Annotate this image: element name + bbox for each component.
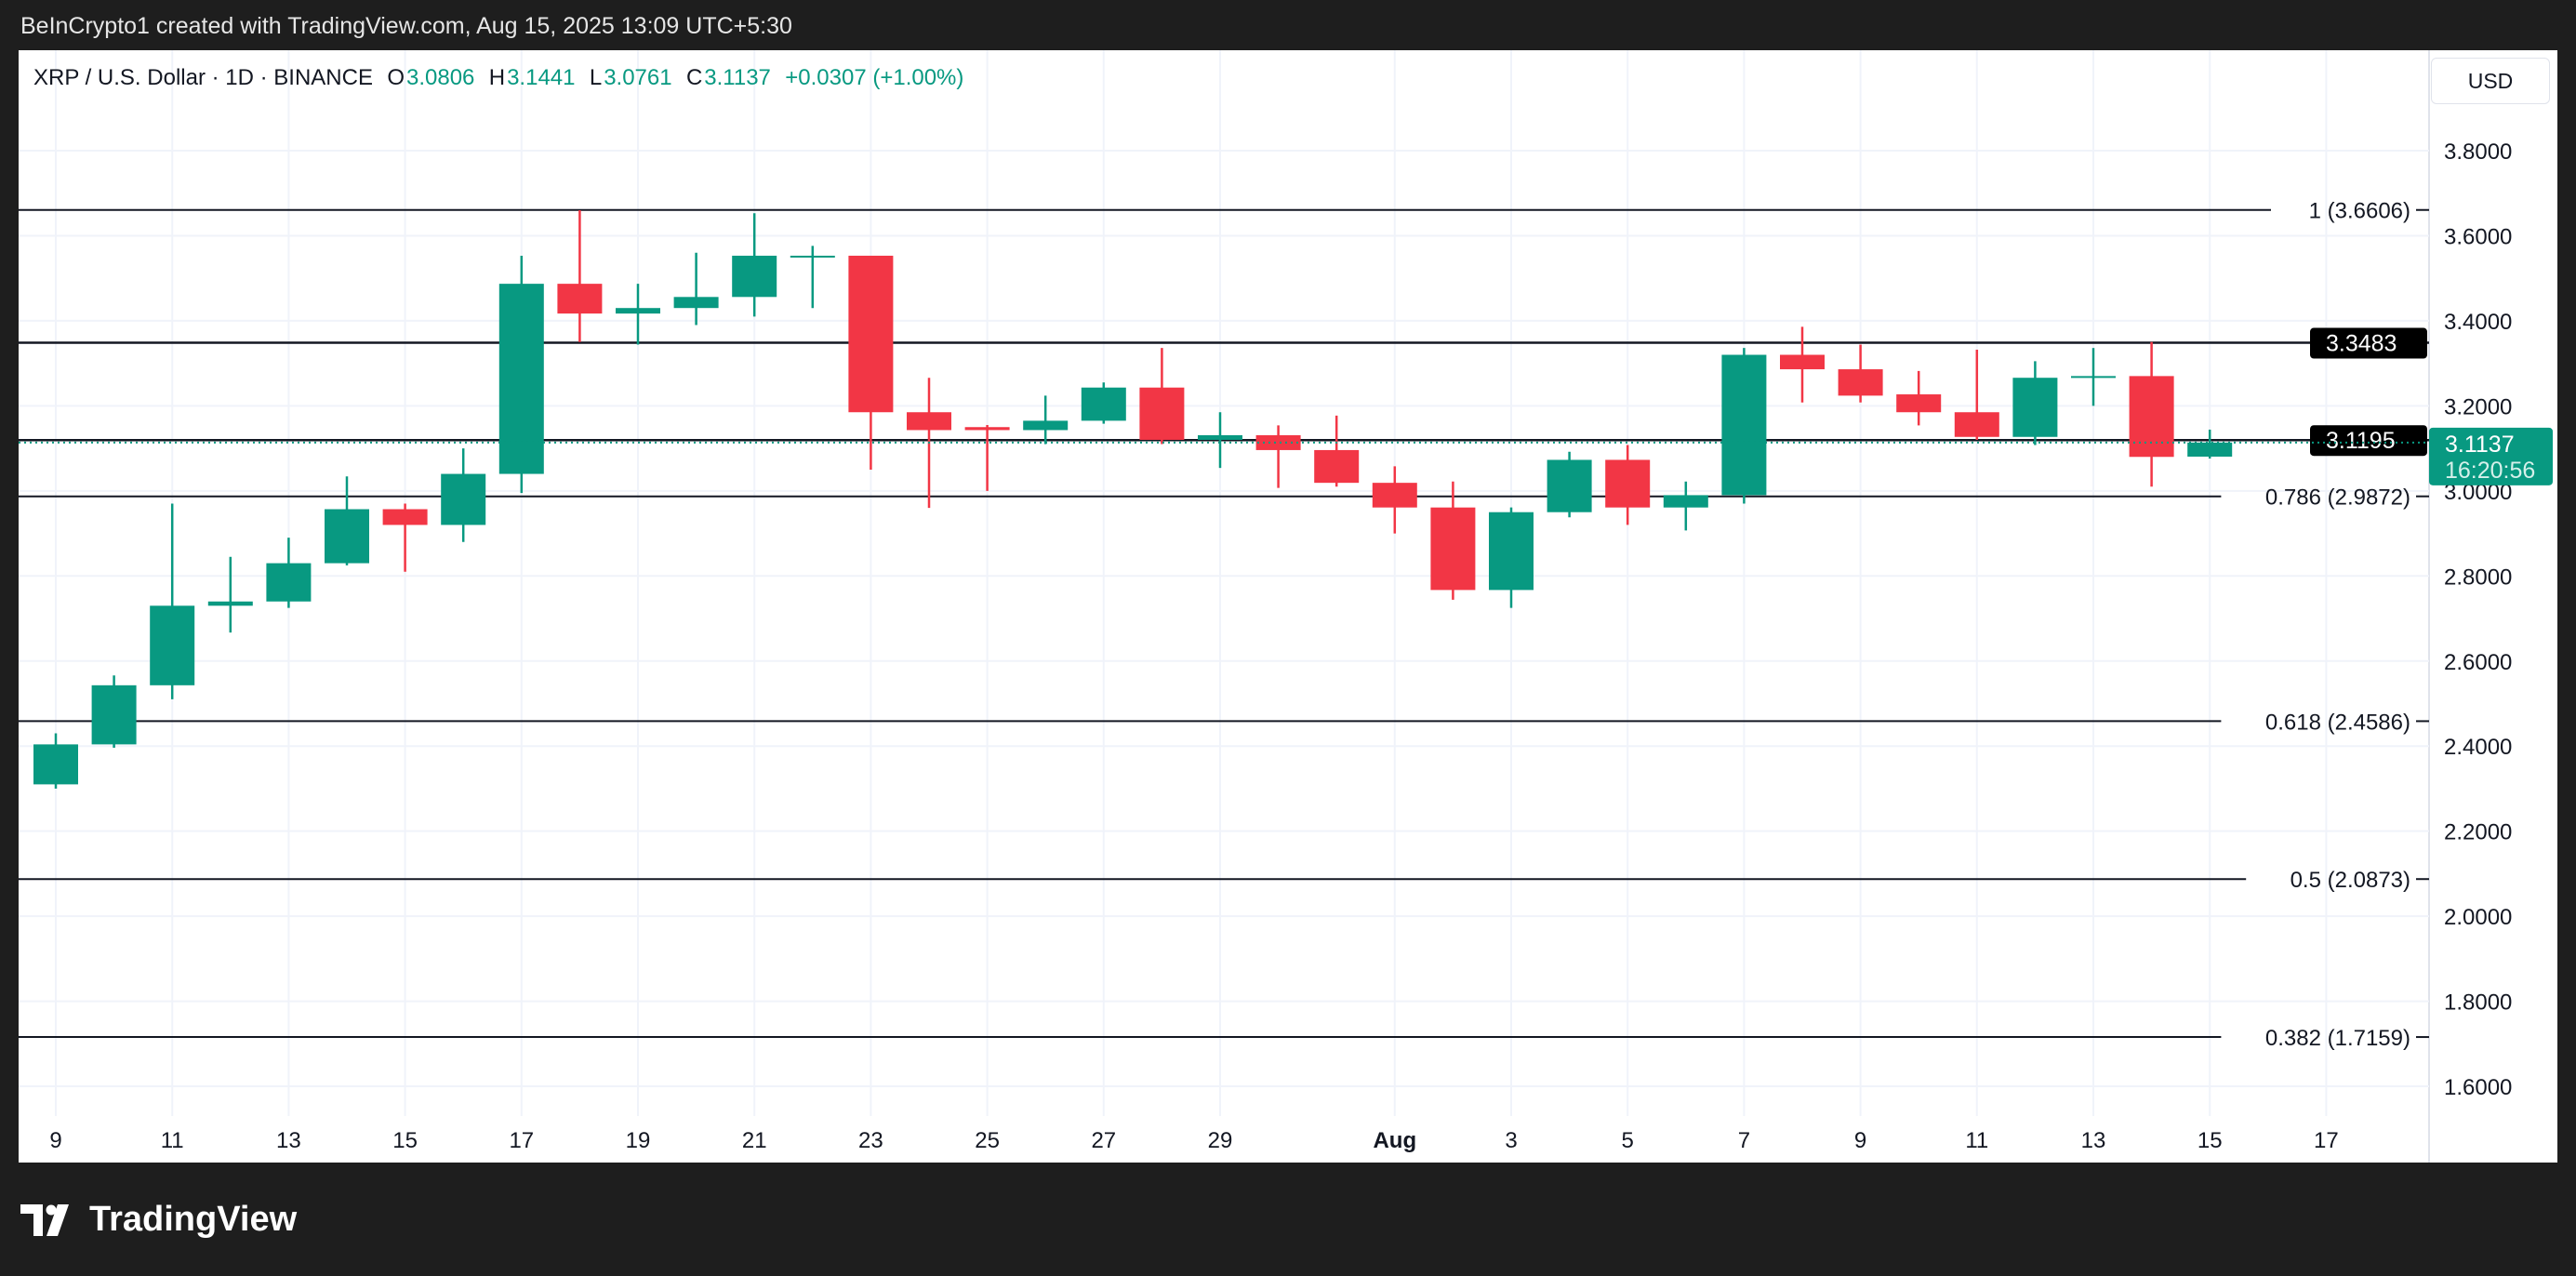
candle-up — [673, 297, 719, 309]
candle-up — [1489, 512, 1534, 591]
x-tick-label: 21 — [742, 1128, 767, 1153]
x-tick-label: Aug — [1373, 1128, 1416, 1153]
x-tick-label: 9 — [1854, 1128, 1866, 1153]
candle-down — [1255, 434, 1301, 450]
x-tick-label: 25 — [975, 1128, 1000, 1153]
candle-up — [1547, 459, 1592, 512]
candle-down — [1954, 412, 1999, 437]
x-tick-label: 11 — [161, 1128, 184, 1153]
candle-up — [1081, 387, 1126, 421]
chart-credit: BeInCrypto1 created with TradingView.com… — [20, 13, 792, 39]
candle-up — [33, 744, 78, 785]
last-price-tag — [2429, 427, 2553, 485]
close-label: C — [685, 65, 703, 90]
currency-button[interactable]: USD — [2431, 58, 2550, 104]
candle-up — [1023, 420, 1069, 431]
x-tick-label: 13 — [2081, 1128, 2106, 1153]
x-tick-label: 11 — [1965, 1128, 1988, 1153]
candle-up — [1663, 495, 1708, 508]
x-tick-label: 5 — [1622, 1128, 1634, 1153]
low-label: L — [589, 65, 603, 90]
y-tick-label: 2.6000 — [2444, 650, 2512, 675]
x-tick-label: 7 — [1738, 1128, 1750, 1153]
open-value: 3.0806 — [405, 65, 475, 90]
x-tick-label: 17 — [2314, 1128, 2339, 1153]
y-tick-label: 3.4000 — [2444, 310, 2512, 335]
y-tick-label: 2.4000 — [2444, 735, 2512, 760]
price-tag-label: 3.3483 — [2326, 331, 2397, 357]
candle-down — [907, 412, 951, 431]
candle-down — [1838, 369, 1883, 396]
x-tick-label: 17 — [509, 1128, 534, 1153]
footer-logo[interactable]: TradingView — [20, 1200, 297, 1240]
close-value: 3.1137 — [704, 65, 771, 90]
high-value: 3.1441 — [507, 65, 576, 90]
fib-level-label: 0.382 (1.7159) — [2265, 1026, 2410, 1051]
y-tick-label: 2.2000 — [2444, 820, 2512, 845]
y-tick-label: 3.8000 — [2444, 140, 2512, 165]
symbol-name[interactable]: XRP / U.S. Dollar · 1D · BINANCE — [33, 65, 373, 90]
fib-level-label: 0.5 (2.0873) — [2291, 868, 2410, 893]
candle-down — [1605, 459, 1651, 508]
footer-brand: TradingView — [89, 1200, 298, 1239]
candle-up — [150, 605, 195, 685]
price-tag — [2310, 425, 2427, 457]
bar-countdown-label: 16:20:56 — [2445, 458, 2535, 484]
candle-up — [2187, 442, 2233, 457]
candle-down — [1372, 483, 1417, 508]
candle-up — [207, 601, 253, 606]
x-tick-label: 15 — [392, 1128, 418, 1153]
candle-down — [1430, 507, 1476, 591]
candle-up — [266, 563, 312, 602]
candle-up — [498, 284, 544, 474]
high-label: H — [488, 65, 506, 90]
fib-level-label: 0.618 (2.4586) — [2265, 710, 2410, 735]
y-tick-label: 2.0000 — [2444, 905, 2512, 930]
symbol-legend: XRP / U.S. Dollar · 1D · BINANCE O3.0806… — [33, 65, 965, 91]
x-tick-label: 9 — [49, 1128, 61, 1153]
fib-level-label: 0.786 (2.9872) — [2265, 485, 2410, 511]
change-value: +0.0307 (+1.00%) — [785, 65, 964, 90]
x-tick-label: 15 — [2198, 1128, 2223, 1153]
candle-up — [732, 255, 777, 298]
candle-up — [1198, 434, 1242, 440]
candle-up — [616, 308, 660, 314]
candle-down — [1139, 387, 1185, 440]
candle-down — [848, 255, 894, 413]
open-label: O — [387, 65, 405, 90]
x-tick-label: 29 — [1208, 1128, 1233, 1153]
y-tick-label: 2.8000 — [2444, 565, 2512, 590]
last-price-label: 3.1137 — [2445, 432, 2515, 458]
candle-down — [2129, 376, 2174, 458]
x-tick-label: 19 — [626, 1128, 651, 1153]
candle-up — [790, 255, 835, 258]
y-tick-label: 1.6000 — [2444, 1075, 2512, 1100]
y-tick-label: 1.8000 — [2444, 990, 2512, 1016]
candle-down — [1314, 449, 1360, 484]
candle-down — [1780, 354, 1825, 370]
candle-up — [2071, 376, 2116, 379]
y-tick-label: 3.6000 — [2444, 224, 2512, 249]
x-tick-label: 13 — [276, 1128, 301, 1153]
price-tag-label: 3.1195 — [2326, 428, 2396, 454]
x-tick-label: 27 — [1091, 1128, 1116, 1153]
low-value: 3.0761 — [604, 65, 672, 90]
candle-up — [325, 509, 369, 564]
y-tick-label: 3.2000 — [2444, 394, 2512, 419]
x-tick-label: 3 — [1505, 1128, 1517, 1153]
fib-level-label: 1 (3.6606) — [2309, 199, 2410, 224]
candle-up — [91, 685, 137, 745]
candle-down — [557, 284, 603, 314]
price-tag — [2310, 327, 2427, 359]
x-tick-label: 23 — [858, 1128, 883, 1153]
candle-down — [1896, 394, 1942, 413]
tradingview-logo-icon — [20, 1203, 69, 1236]
candle-up — [2012, 378, 2058, 437]
candle-up — [1721, 354, 1767, 496]
candle-up — [441, 473, 486, 525]
candle-down — [382, 509, 428, 525]
candle-down — [964, 427, 1010, 431]
